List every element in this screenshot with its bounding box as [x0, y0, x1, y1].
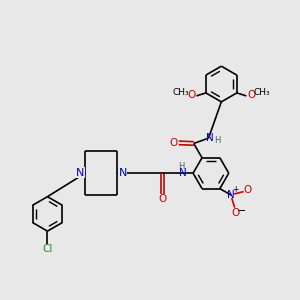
Text: O: O [231, 208, 239, 218]
Text: N: N [76, 168, 84, 178]
Text: O: O [169, 138, 178, 148]
Text: H: H [214, 136, 221, 145]
Text: −: − [237, 206, 246, 216]
Text: N: N [206, 133, 214, 142]
Text: +: + [232, 185, 238, 194]
Text: H: H [178, 162, 185, 171]
Text: Cl: Cl [42, 244, 52, 254]
Text: N: N [179, 168, 187, 178]
Text: O: O [248, 90, 256, 100]
Text: N: N [118, 168, 127, 178]
Text: O: O [187, 90, 195, 100]
Text: N: N [227, 190, 235, 200]
Text: CH₃: CH₃ [172, 88, 189, 98]
Text: O: O [158, 194, 166, 204]
Text: CH₃: CH₃ [254, 88, 270, 98]
Text: O: O [244, 185, 252, 195]
